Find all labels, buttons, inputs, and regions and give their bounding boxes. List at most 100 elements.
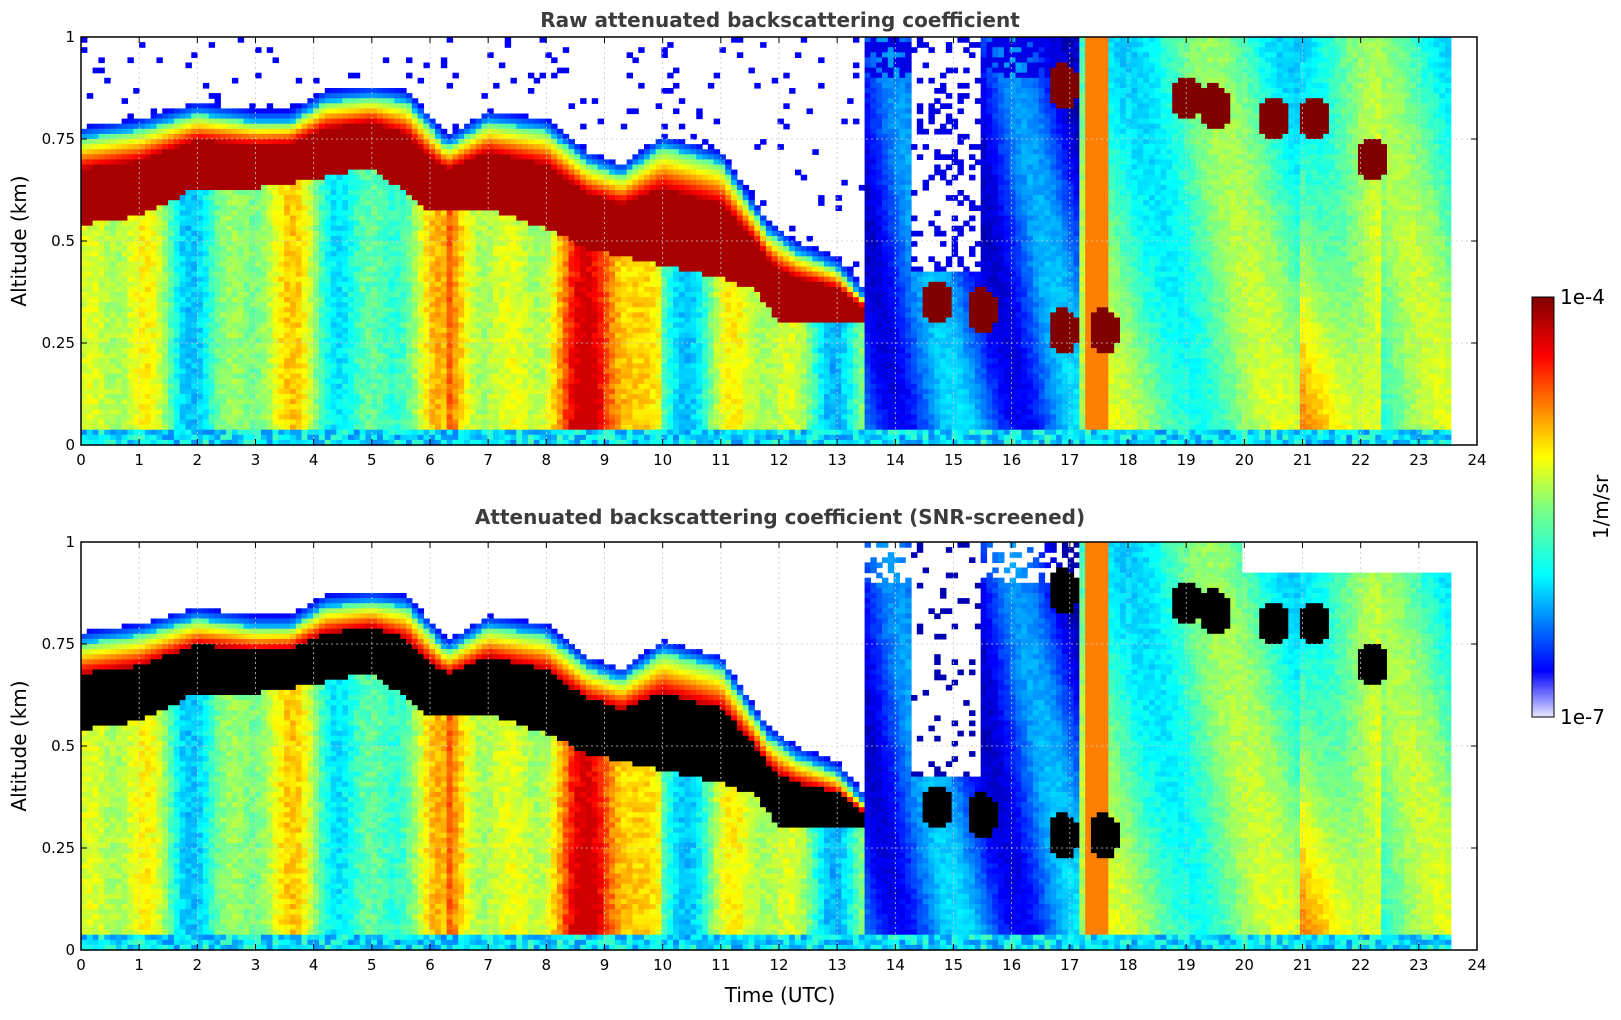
heatmap-cell	[133, 139, 139, 145]
heatmap-cell	[139, 149, 145, 155]
heatmap-cell	[127, 119, 133, 125]
heatmap-cell	[139, 180, 145, 186]
heatmap-cell	[98, 348, 104, 354]
heatmap-cell	[145, 363, 151, 369]
heatmap-cell	[151, 129, 157, 135]
heatmap-cell	[81, 144, 87, 150]
heatmap-cell	[116, 129, 122, 135]
heatmap-cell	[98, 420, 104, 426]
heatmap-cell	[133, 124, 139, 130]
heatmap-cell	[93, 251, 99, 257]
heatmap-cell	[81, 37, 87, 43]
heatmap-cell	[127, 302, 133, 308]
heatmap-cell	[122, 205, 128, 211]
heatmap-cell	[116, 282, 122, 288]
heatmap-cell	[98, 190, 104, 196]
heatmap-cell	[156, 175, 162, 181]
heatmap-cell	[127, 200, 133, 206]
heatmap-cell	[145, 272, 151, 278]
heatmap-cell	[93, 409, 99, 415]
heatmap-cell	[93, 292, 99, 298]
heatmap-cell	[104, 154, 110, 160]
heatmap-cell	[127, 389, 133, 395]
heatmap-cell	[122, 261, 128, 267]
heatmap-cell	[81, 170, 87, 176]
heatmap-cell	[133, 297, 139, 303]
heatmap-cell	[139, 343, 145, 349]
heatmap-cell	[104, 318, 110, 324]
heatmap-cell	[87, 379, 93, 385]
heatmap-cell	[81, 297, 87, 303]
heatmap-cell	[122, 221, 128, 227]
heatmap-cell	[98, 374, 104, 380]
heatmap-cell	[104, 205, 110, 211]
heatmap-cell	[151, 389, 157, 395]
heatmap-cell	[151, 154, 157, 160]
heatmap-cell	[145, 302, 151, 308]
heatmap-cell	[139, 267, 145, 273]
heatmap-cell	[145, 139, 151, 145]
heatmap-cell	[93, 435, 99, 441]
heatmap-cell	[98, 68, 104, 74]
heatmap-cell	[98, 343, 104, 349]
heatmap-cell	[145, 170, 151, 176]
heatmap-cell	[139, 420, 145, 426]
heatmap-cell	[98, 404, 104, 410]
heatmap-cell	[81, 241, 87, 247]
heatmap-cell	[87, 195, 93, 201]
heatmap-cell	[104, 246, 110, 252]
heatmap-cell	[139, 307, 145, 313]
heatmap-cell	[93, 185, 99, 191]
heatmap-cell	[104, 409, 110, 415]
heatmap-cell	[87, 394, 93, 400]
heatmap-cell	[156, 297, 162, 303]
heatmap-cell	[156, 195, 162, 201]
heatmap-cell	[151, 210, 157, 216]
heatmap-cell	[122, 175, 128, 181]
heatmap-cell	[81, 256, 87, 262]
heatmap-cell	[93, 430, 99, 436]
heatmap-cell	[139, 404, 145, 410]
heatmap-cell	[110, 343, 116, 349]
heatmap-cell	[139, 348, 145, 354]
heatmap-cell	[87, 272, 93, 278]
heatmap-cell	[98, 399, 104, 405]
heatmap-cell	[116, 420, 122, 426]
heatmap-cell	[122, 282, 128, 288]
heatmap-cell	[122, 267, 128, 273]
heatmap-cell	[98, 226, 104, 232]
heatmap-cell	[151, 369, 157, 375]
heatmap-cell	[133, 195, 139, 201]
heatmap-cell	[81, 318, 87, 324]
heatmap-cell	[139, 435, 145, 441]
heatmap-cell	[98, 282, 104, 288]
heatmap-cell	[116, 256, 122, 262]
heatmap-cell	[93, 358, 99, 364]
heatmap-cell	[81, 379, 87, 385]
heatmap-cell	[110, 323, 116, 329]
heatmap-cell	[145, 394, 151, 400]
heatmap-cell	[156, 190, 162, 196]
heatmap-cell	[104, 399, 110, 405]
heatmap-cell	[110, 384, 116, 390]
heatmap-cell	[98, 144, 104, 150]
heatmap-cell	[156, 129, 162, 135]
heatmap-cell	[127, 287, 133, 293]
heatmap-cell	[139, 175, 145, 181]
heatmap-cell	[156, 200, 162, 206]
heatmap-cell	[156, 185, 162, 191]
heatmap-cell	[116, 363, 122, 369]
heatmap-cell	[133, 170, 139, 176]
heatmap-cell	[98, 323, 104, 329]
heatmap-cell	[156, 124, 162, 130]
heatmap-cell	[110, 226, 116, 232]
heatmap-cell	[145, 231, 151, 237]
heatmap-cell	[151, 216, 157, 222]
heatmap-cell	[145, 205, 151, 211]
heatmap-cell	[104, 129, 110, 135]
heatmap-cell	[81, 159, 87, 165]
heatmap-cell	[104, 369, 110, 375]
heatmap-cell	[145, 236, 151, 242]
heatmap-cell	[156, 307, 162, 313]
heatmap-cell	[98, 384, 104, 390]
